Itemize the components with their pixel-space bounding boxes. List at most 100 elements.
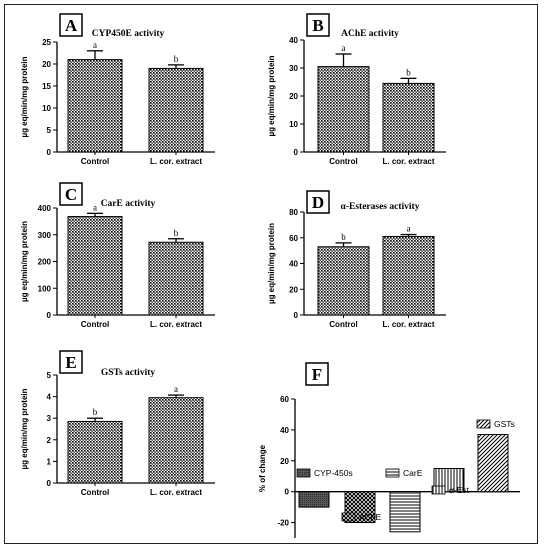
panel-label-box bbox=[59, 13, 83, 37]
y-axis-label: µg eq/min/mg protein bbox=[20, 56, 29, 137]
chart-title: AChE activity bbox=[341, 29, 399, 39]
bar bbox=[477, 434, 509, 493]
y-tick-label: -20 bbox=[277, 519, 289, 528]
panel-label: B bbox=[312, 16, 323, 35]
y-axis-label: µg eq/min/mg protein bbox=[20, 388, 29, 469]
bar bbox=[317, 246, 370, 316]
panel-label: F bbox=[312, 365, 322, 384]
x-tick-label: L. cor. extract bbox=[150, 488, 202, 497]
y-tick-label: 200 bbox=[38, 258, 52, 267]
chart-title: α-Esterases activity bbox=[341, 202, 420, 212]
legend-swatch bbox=[341, 512, 356, 522]
panel-label: E bbox=[65, 353, 76, 372]
y-tick-label: 4 bbox=[47, 393, 52, 402]
x-tick-label: L. cor. extract bbox=[150, 157, 202, 166]
y-axis-label: µg eq/min/mg protein bbox=[20, 221, 29, 302]
x-tick-label: Control bbox=[329, 320, 357, 329]
y-tick-label: 60 bbox=[289, 234, 298, 243]
y-tick-label: 10 bbox=[289, 120, 298, 129]
legend-swatch bbox=[296, 468, 311, 478]
bar bbox=[382, 82, 435, 153]
bar bbox=[148, 241, 204, 316]
panel-e: E GSTs activity 0 1 2 3 4 5 µg eq/min/mg protein… bbox=[20, 350, 215, 497]
panel-label-box bbox=[59, 350, 83, 374]
panel-label-box bbox=[306, 190, 330, 214]
y-tick-label: 1 bbox=[47, 457, 52, 466]
bar bbox=[389, 491, 421, 533]
panel-label: C bbox=[65, 185, 77, 204]
significance-letter: a bbox=[174, 384, 178, 394]
y-tick-label: 400 bbox=[38, 204, 52, 213]
bar bbox=[298, 491, 330, 508]
significance-letter: b bbox=[341, 232, 346, 242]
significance-letter: b bbox=[93, 407, 98, 417]
y-tick-label: 40 bbox=[289, 260, 298, 269]
y-tick-label: 60 bbox=[280, 395, 289, 404]
panel-a: A CYP450E activity 0 5 10 15 20 25 µg eq/min/mg … bbox=[20, 13, 215, 166]
significance-letter: a bbox=[342, 43, 346, 53]
legend-label: GSTs bbox=[494, 419, 515, 429]
panel-label: D bbox=[312, 193, 324, 212]
y-tick-label: 15 bbox=[42, 82, 51, 91]
significance-letter: b bbox=[406, 67, 411, 77]
significance-letter: b bbox=[174, 54, 179, 64]
y-axis-label: % of change bbox=[258, 444, 267, 492]
x-tick-label: L. cor. extract bbox=[150, 320, 202, 329]
legend-label: α-Est bbox=[449, 485, 470, 495]
y-tick-label: 3 bbox=[47, 414, 52, 423]
chart-title: CarE activity bbox=[101, 199, 156, 209]
y-tick-label: 20 bbox=[42, 60, 51, 69]
x-tick-label: L. cor. extract bbox=[382, 157, 434, 166]
x-tick-label: Control bbox=[81, 157, 109, 166]
significance-letter: a bbox=[407, 224, 411, 234]
y-tick-label: 40 bbox=[289, 36, 298, 45]
bar bbox=[67, 420, 123, 484]
y-tick-label: 0 bbox=[294, 311, 299, 320]
significance-letter: a bbox=[93, 40, 97, 50]
panel-c: C CarE activity 0 100 200 300 400 µg eq/min/mg … bbox=[20, 182, 215, 329]
y-tick-label: 20 bbox=[280, 457, 289, 466]
legend-swatch bbox=[431, 485, 446, 495]
bar bbox=[382, 235, 435, 316]
y-tick-label: 5 bbox=[47, 371, 52, 380]
y-tick-label: 20 bbox=[289, 92, 298, 101]
y-axis-label: µg eq/min/mg protein bbox=[267, 55, 276, 136]
bar bbox=[148, 397, 204, 484]
panel-b: B AChE activity 0 10 20 30 40 µg eq/min/mg prot… bbox=[267, 13, 446, 166]
bar bbox=[148, 67, 204, 153]
x-tick-label: Control bbox=[329, 157, 357, 166]
chart-title: GSTs activity bbox=[101, 368, 156, 378]
y-tick-label: 10 bbox=[42, 104, 51, 113]
y-tick-label: 0 bbox=[285, 488, 290, 497]
legend-label: AChE bbox=[359, 512, 382, 522]
bar bbox=[67, 59, 123, 153]
y-axis-label: µg eq/min/mg protein bbox=[267, 223, 276, 304]
bar bbox=[317, 66, 370, 153]
legend-label: CarE bbox=[403, 468, 423, 478]
y-tick-label: 0 bbox=[47, 311, 52, 320]
x-tick-label: Control bbox=[81, 320, 109, 329]
legend-swatch bbox=[476, 419, 491, 429]
y-tick-label: 80 bbox=[289, 208, 298, 217]
legend-label: CYP-450s bbox=[314, 468, 353, 478]
panel-label: A bbox=[65, 16, 78, 35]
panel-label-box bbox=[306, 13, 330, 37]
y-tick-label: 40 bbox=[280, 426, 289, 435]
y-tick-label: 100 bbox=[38, 284, 52, 293]
significance-letter: a bbox=[93, 202, 97, 212]
y-tick-label: 20 bbox=[289, 285, 298, 294]
y-tick-label: 0 bbox=[47, 479, 52, 488]
y-tick-label: 300 bbox=[38, 231, 52, 240]
y-tick-label: 0 bbox=[294, 148, 299, 157]
panel-label-box bbox=[305, 362, 329, 386]
y-tick-label: 30 bbox=[289, 64, 298, 73]
y-tick-label: 2 bbox=[47, 436, 52, 445]
panel-f: F -20 0 20 40 60 % of change CYP-450s AChE CarE α-… bbox=[258, 362, 520, 538]
panel-label-box bbox=[59, 182, 83, 206]
chart-title: CYP450E activity bbox=[92, 29, 165, 39]
legend-swatch bbox=[385, 468, 400, 478]
significance-letter: b bbox=[174, 228, 179, 238]
y-tick-label: 25 bbox=[42, 38, 51, 47]
